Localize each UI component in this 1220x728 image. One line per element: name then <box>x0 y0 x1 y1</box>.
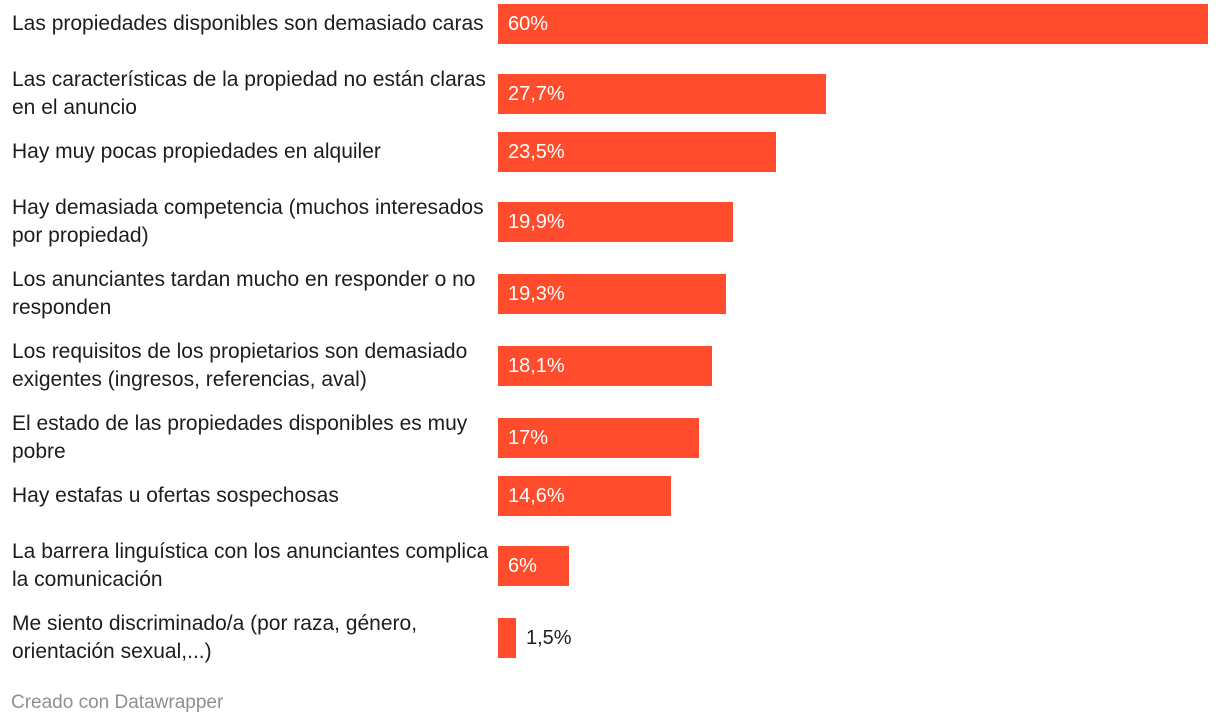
value-label: 18,1% <box>508 355 565 377</box>
value-label: 19,9% <box>508 211 565 233</box>
category-label: El estado de las propiedades disponibles… <box>12 412 468 463</box>
value-label: 23,5% <box>508 141 565 163</box>
value-label: 19,3% <box>508 283 565 305</box>
category-label: Hay muy pocas propiedades en alquiler <box>12 140 381 163</box>
value-label: 27,7% <box>508 83 565 105</box>
category-label: Me siento discriminado/a (por raza, géne… <box>12 612 418 663</box>
category-label: Hay estafas u ofertas sospechosas <box>12 484 339 507</box>
bar <box>498 74 826 114</box>
credit-text: Creado con Datawrapper <box>11 692 224 713</box>
bar <box>498 274 726 314</box>
bar <box>498 476 671 516</box>
category-label: Los requisitos de los propietarios son d… <box>12 340 468 391</box>
category-label: Hay demasiada competencia (muchos intere… <box>12 196 484 247</box>
value-label: 14,6% <box>508 485 565 507</box>
category-label: Los anunciantes tardan mucho en responde… <box>12 268 476 319</box>
category-label: La barrera linguística con los anunciant… <box>12 540 489 591</box>
value-label: 17% <box>508 427 549 449</box>
value-label: 1,5% <box>526 627 572 649</box>
value-label: 60% <box>508 13 549 35</box>
bar <box>498 4 1208 44</box>
bar <box>498 346 712 386</box>
bar <box>498 618 516 658</box>
category-label: Las propiedades disponibles son demasiad… <box>12 12 484 35</box>
value-label: 6% <box>508 555 537 577</box>
category-label: Las características de la propiedad no e… <box>12 68 486 119</box>
bar <box>498 418 699 458</box>
bar <box>498 132 776 172</box>
bar <box>498 546 569 586</box>
bar <box>498 202 733 242</box>
